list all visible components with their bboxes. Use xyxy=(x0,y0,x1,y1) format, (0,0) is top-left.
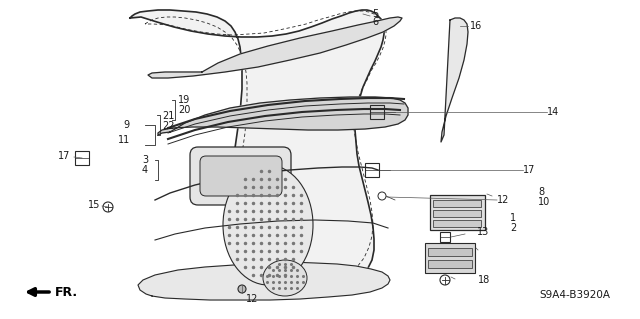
Text: 6: 6 xyxy=(372,17,378,27)
Circle shape xyxy=(378,192,386,200)
Text: 9: 9 xyxy=(124,120,130,130)
Polygon shape xyxy=(138,262,390,300)
Text: 15: 15 xyxy=(88,200,100,210)
Bar xyxy=(425,243,475,273)
Circle shape xyxy=(238,285,246,293)
Polygon shape xyxy=(130,10,384,287)
Text: 14: 14 xyxy=(547,107,559,117)
Text: 3: 3 xyxy=(142,155,148,165)
Bar xyxy=(370,105,384,119)
Text: 12: 12 xyxy=(497,195,509,205)
Text: FR.: FR. xyxy=(55,286,78,299)
Text: 19: 19 xyxy=(178,95,190,105)
Text: 16: 16 xyxy=(470,21,483,31)
Text: 22: 22 xyxy=(162,121,175,131)
Bar xyxy=(428,260,472,268)
Polygon shape xyxy=(158,97,408,135)
Bar xyxy=(430,195,485,230)
Text: 2: 2 xyxy=(510,223,516,233)
FancyBboxPatch shape xyxy=(190,147,291,205)
Text: 21: 21 xyxy=(162,111,174,121)
Bar xyxy=(365,163,379,177)
Bar xyxy=(75,151,89,165)
Bar xyxy=(440,232,450,242)
Polygon shape xyxy=(148,17,402,78)
Polygon shape xyxy=(441,18,468,142)
Circle shape xyxy=(103,202,113,212)
FancyBboxPatch shape xyxy=(200,156,282,196)
Text: 13: 13 xyxy=(477,227,489,237)
Circle shape xyxy=(440,275,450,285)
Text: 4: 4 xyxy=(142,165,148,175)
Text: 1: 1 xyxy=(510,213,516,223)
Bar xyxy=(433,210,481,217)
Text: 20: 20 xyxy=(178,105,190,115)
Ellipse shape xyxy=(263,260,307,296)
Bar xyxy=(433,220,481,227)
Text: 18: 18 xyxy=(478,275,490,285)
Text: 12: 12 xyxy=(246,294,259,304)
Text: 17: 17 xyxy=(58,151,70,161)
Bar xyxy=(428,248,472,256)
Text: 8: 8 xyxy=(538,187,544,197)
Text: S9A4-B3920A: S9A4-B3920A xyxy=(540,290,611,300)
Ellipse shape xyxy=(223,165,313,285)
Text: 10: 10 xyxy=(538,197,550,207)
Text: 5: 5 xyxy=(372,9,378,19)
Bar xyxy=(433,200,481,207)
Text: 17: 17 xyxy=(523,165,536,175)
Text: 11: 11 xyxy=(118,135,130,145)
